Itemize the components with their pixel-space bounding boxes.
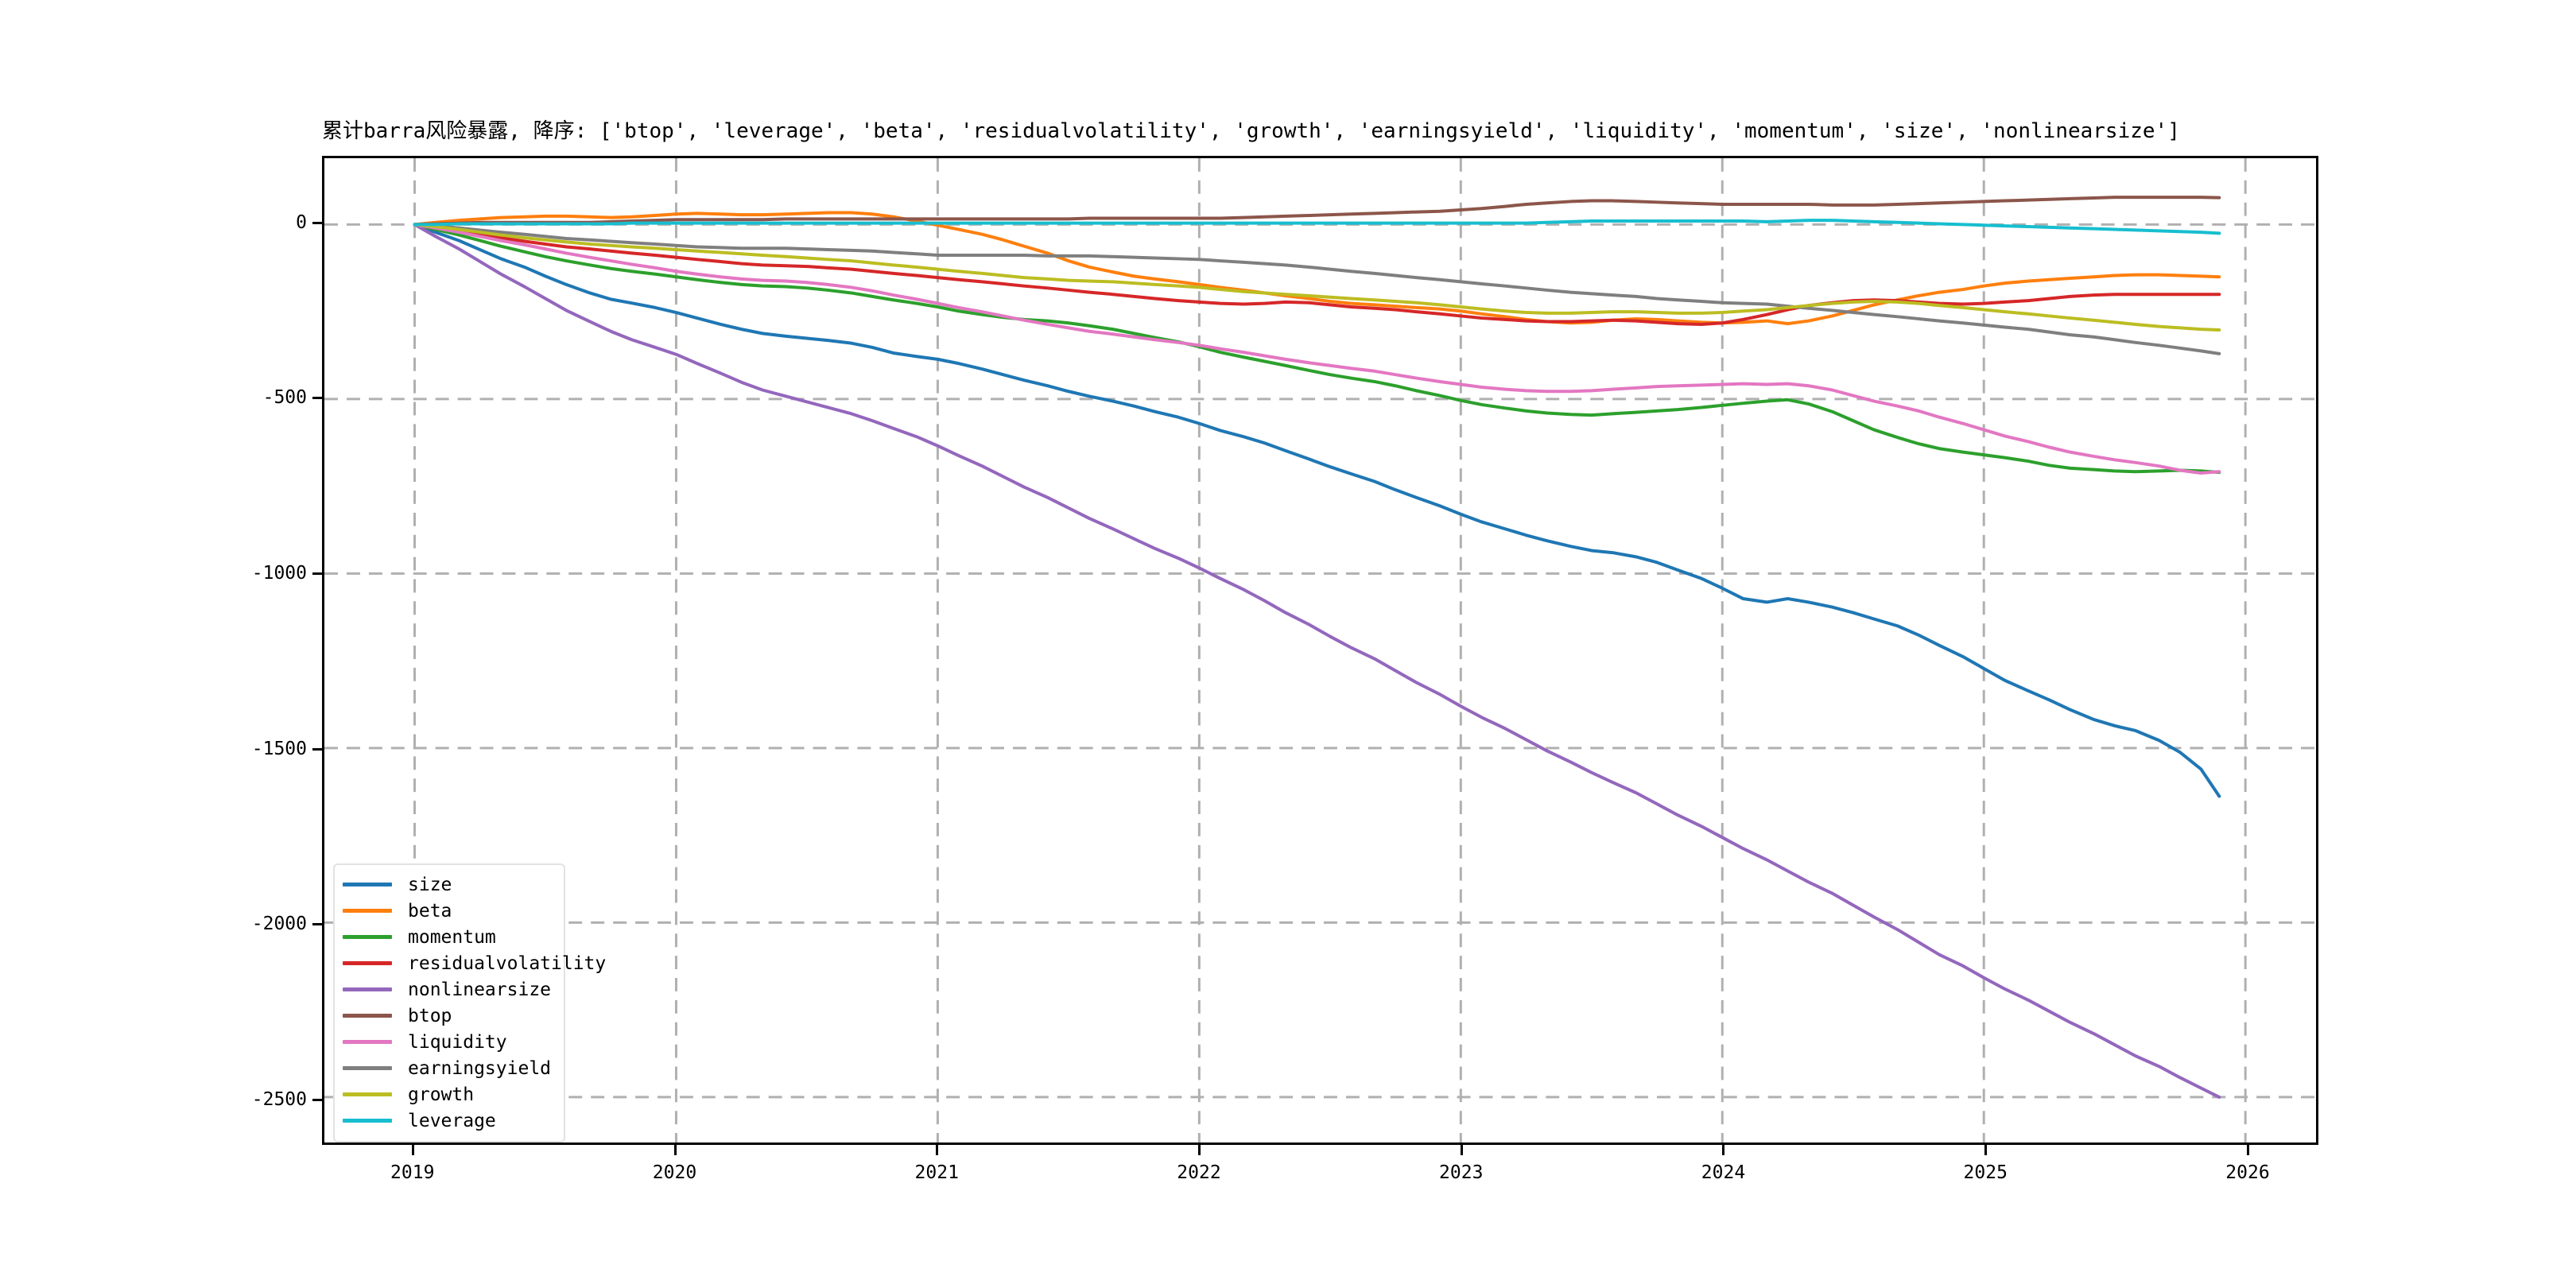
legend-swatch-residualvolatility — [343, 961, 392, 965]
x-tick-mark — [1197, 1145, 1201, 1155]
plot-area — [322, 156, 2318, 1145]
legend-label: earningsyield — [408, 1057, 552, 1079]
x-tick-label: 2021 — [914, 1162, 959, 1183]
series-line-nonlinearsize — [414, 224, 2219, 1097]
legend-swatch-liquidity — [343, 1040, 392, 1044]
y-axis-tick-labels: 0 -500 -1000 -1500 -2000 -2500 — [239, 0, 307, 1288]
y-tick-mark — [312, 397, 323, 400]
y-tick-mark — [312, 221, 323, 224]
y-tick-label: 0 — [296, 211, 307, 233]
legend-label: residualvolatility — [408, 952, 607, 974]
x-tick-label: 2025 — [1963, 1162, 2008, 1183]
legend-label: growth — [408, 1084, 475, 1105]
legend-label: btop — [408, 1005, 452, 1026]
legend-label: momentum — [408, 926, 496, 948]
series-line-size — [414, 224, 2219, 796]
legend-item-btop[interactable]: btop — [343, 1003, 556, 1029]
legend-item-beta[interactable]: beta — [343, 898, 556, 924]
x-tick-mark — [1460, 1145, 1463, 1155]
legend-label: leverage — [408, 1110, 496, 1131]
data-series-lines — [414, 197, 2219, 1097]
y-tick-label: -2000 — [251, 914, 307, 935]
legend-swatch-btop — [343, 1014, 392, 1018]
series-line-growth — [414, 224, 2219, 330]
legend-swatch-beta — [343, 909, 392, 913]
y-tick-label: -1500 — [251, 738, 307, 759]
x-tick-mark — [673, 1145, 677, 1155]
legend-swatch-growth — [343, 1092, 392, 1096]
chart-title: 累计barra风险暴露, 降序: ['btop', 'leverage', 'b… — [322, 119, 2180, 143]
series-line-liquidity — [414, 224, 2219, 473]
y-tick-label: -500 — [262, 387, 307, 409]
x-tick-label: 2024 — [1701, 1162, 1746, 1183]
legend-swatch-earningsyield — [343, 1066, 392, 1070]
x-tick-label: 2023 — [1439, 1162, 1484, 1183]
y-tick-label: -1000 — [251, 562, 307, 584]
series-line-residualvolatility — [414, 224, 2219, 324]
legend-item-leverage[interactable]: leverage — [343, 1108, 556, 1134]
x-tick-label: 2026 — [2225, 1162, 2270, 1183]
x-tick-label: 2020 — [652, 1162, 697, 1183]
legend-swatch-momentum — [343, 935, 392, 939]
x-tick-mark — [1722, 1145, 1725, 1155]
legend-swatch-size — [343, 883, 392, 886]
legend-label: beta — [408, 900, 452, 921]
legend-item-residualvolatility[interactable]: residualvolatility — [343, 950, 606, 976]
legend-label: size — [408, 874, 452, 895]
legend-label: liquidity — [408, 1031, 507, 1053]
y-tick-mark — [312, 1098, 323, 1101]
legend-item-growth[interactable]: growth — [343, 1081, 556, 1108]
legend-swatch-nonlinearsize — [343, 987, 392, 991]
x-tick-mark — [411, 1145, 414, 1155]
legend-item-earningsyield[interactable]: earningsyield — [343, 1055, 556, 1081]
series-line-momentum — [414, 224, 2219, 472]
series-line-earningsyield — [414, 224, 2219, 353]
legend-swatch-leverage — [343, 1119, 392, 1123]
legend-item-momentum[interactable]: momentum — [343, 924, 556, 950]
y-tick-mark — [312, 572, 323, 575]
chart-legend[interactable]: size beta momentum residualvolatility nonlin… — [333, 863, 606, 1143]
x-tick-mark — [2246, 1145, 2249, 1155]
legend-item-nonlinearsize[interactable]: nonlinearsize — [343, 976, 556, 1003]
y-tick-label: -2500 — [251, 1088, 307, 1110]
legend-item-size[interactable]: size — [343, 871, 556, 898]
series-line-btop — [414, 197, 2219, 224]
x-tick-mark — [1984, 1145, 1988, 1155]
legend-label: nonlinearsize — [408, 979, 552, 1000]
y-tick-mark — [312, 923, 323, 926]
plot-svg — [324, 158, 2316, 1143]
x-tick-label: 2022 — [1177, 1162, 1221, 1183]
x-tick-mark — [936, 1145, 939, 1155]
series-line-beta — [414, 212, 2219, 324]
series-line-leverage — [414, 220, 2219, 233]
x-tick-label: 2019 — [390, 1162, 435, 1183]
legend-item-liquidity[interactable]: liquidity — [343, 1029, 556, 1055]
y-tick-mark — [312, 747, 323, 751]
